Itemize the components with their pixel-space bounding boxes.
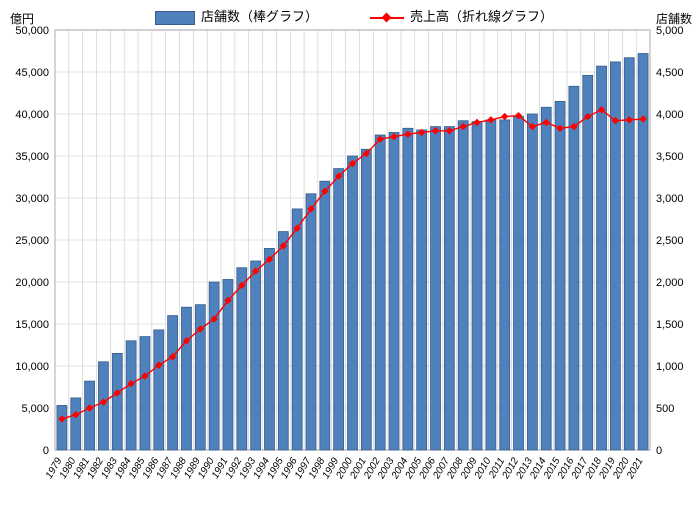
bar <box>638 54 648 450</box>
svg-text:4,000: 4,000 <box>656 109 684 121</box>
svg-text:10,000: 10,000 <box>15 361 49 373</box>
svg-text:3,500: 3,500 <box>656 151 684 163</box>
svg-text:25,000: 25,000 <box>15 235 49 247</box>
bar <box>527 114 537 450</box>
svg-text:30,000: 30,000 <box>15 193 49 205</box>
svg-text:4,500: 4,500 <box>656 67 684 79</box>
bar <box>181 307 191 450</box>
svg-text:45,000: 45,000 <box>15 67 49 79</box>
bar <box>403 128 413 450</box>
bar <box>431 127 441 450</box>
bar <box>320 181 330 450</box>
bar <box>569 86 579 450</box>
bar <box>278 232 288 450</box>
bar <box>306 194 316 450</box>
bar <box>375 135 385 450</box>
svg-text:0: 0 <box>656 445 662 457</box>
svg-text:3,000: 3,000 <box>656 193 684 205</box>
svg-text:40,000: 40,000 <box>15 109 49 121</box>
bar <box>334 169 344 450</box>
legend-bar: 店舗数（棒グラフ） <box>155 6 318 25</box>
bar <box>555 101 565 450</box>
bar <box>57 405 67 450</box>
right-axis-title: 店舗数 <box>656 10 692 27</box>
svg-text:2,000: 2,000 <box>656 277 684 289</box>
svg-text:5,000: 5,000 <box>21 403 49 415</box>
bar <box>486 120 496 450</box>
legend-line: 売上高（折れ線グラフ） <box>370 6 553 25</box>
bar <box>514 117 524 450</box>
bar <box>168 316 178 450</box>
svg-text:0: 0 <box>43 445 49 457</box>
bar <box>209 282 219 450</box>
bar <box>112 353 122 450</box>
bar <box>154 330 164 450</box>
svg-text:35,000: 35,000 <box>15 151 49 163</box>
bar <box>458 121 468 450</box>
svg-text:1,500: 1,500 <box>656 319 684 331</box>
bar <box>71 398 81 450</box>
bar <box>541 107 551 450</box>
bar <box>140 337 150 450</box>
bar <box>444 127 454 450</box>
bar <box>292 209 302 450</box>
bar <box>98 362 108 450</box>
bar <box>126 341 136 450</box>
bar <box>597 66 607 450</box>
bar <box>85 381 95 450</box>
svg-text:2,500: 2,500 <box>656 235 684 247</box>
bar <box>264 248 274 450</box>
svg-text:500: 500 <box>656 403 674 415</box>
svg-text:1,000: 1,000 <box>656 361 684 373</box>
left-axis-title: 億円 <box>10 10 34 27</box>
bar <box>237 268 247 450</box>
bar <box>472 122 482 450</box>
line-marker <box>502 114 508 120</box>
bar <box>583 75 593 450</box>
svg-text:20,000: 20,000 <box>15 277 49 289</box>
svg-text:15,000: 15,000 <box>15 319 49 331</box>
bar <box>500 120 510 450</box>
bar <box>251 261 261 450</box>
bar <box>389 132 399 450</box>
bar <box>361 149 371 450</box>
dual-axis-chart: 0 5,000 10,000 15,000 20,000 25,000 30,000 35,0… <box>0 0 700 500</box>
bar <box>348 156 358 450</box>
bar <box>417 130 427 450</box>
